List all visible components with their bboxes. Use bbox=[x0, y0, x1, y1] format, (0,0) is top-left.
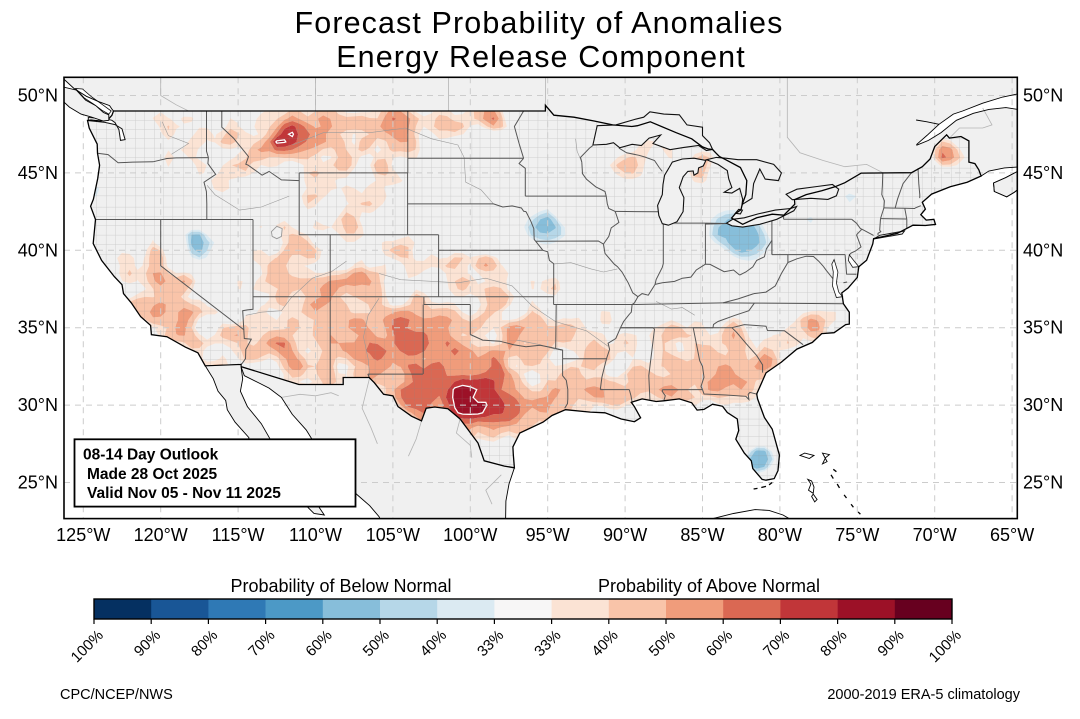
svg-text:75°W: 75°W bbox=[835, 525, 879, 545]
svg-text:08-14 Day Outlook: 08-14 Day Outlook bbox=[83, 447, 219, 464]
svg-text:25°N: 25°N bbox=[1023, 473, 1063, 493]
svg-text:2000-2019 ERA-5 climatology: 2000-2019 ERA-5 climatology bbox=[827, 687, 1020, 703]
svg-text:70°W: 70°W bbox=[913, 525, 957, 545]
svg-text:45°N: 45°N bbox=[1023, 163, 1063, 183]
svg-text:Energy Release Component: Energy Release Component bbox=[336, 40, 746, 74]
svg-text:25°N: 25°N bbox=[18, 473, 58, 493]
svg-text:105°W: 105°W bbox=[366, 525, 420, 545]
svg-text:Probability of Below Normal: Probability of Below Normal bbox=[230, 576, 451, 596]
svg-text:40°N: 40°N bbox=[1023, 240, 1063, 260]
svg-text:Probability of Above Normal: Probability of Above Normal bbox=[598, 576, 820, 596]
svg-text:95°W: 95°W bbox=[526, 525, 570, 545]
svg-text:80°W: 80°W bbox=[758, 525, 802, 545]
svg-text:125°W: 125°W bbox=[56, 525, 110, 545]
svg-text:40°N: 40°N bbox=[18, 240, 58, 260]
svg-text:100°W: 100°W bbox=[443, 525, 497, 545]
svg-text:50°N: 50°N bbox=[18, 86, 58, 106]
svg-text:30°N: 30°N bbox=[1023, 395, 1063, 415]
svg-text:45°N: 45°N bbox=[18, 163, 58, 183]
svg-text:110°W: 110°W bbox=[289, 525, 342, 545]
svg-text:35°N: 35°N bbox=[1023, 318, 1063, 338]
svg-text:Valid Nov 05 - Nov 11 2025: Valid Nov 05 - Nov 11 2025 bbox=[87, 485, 281, 502]
svg-text:65°W: 65°W bbox=[990, 525, 1034, 545]
svg-text:CPC/NCEP/NWS: CPC/NCEP/NWS bbox=[60, 687, 173, 703]
svg-text:35°N: 35°N bbox=[18, 318, 58, 338]
svg-text:90°W: 90°W bbox=[603, 525, 647, 545]
svg-text:Made 28 Oct 2025: Made 28 Oct 2025 bbox=[87, 466, 217, 483]
svg-text:85°W: 85°W bbox=[680, 525, 724, 545]
svg-text:30°N: 30°N bbox=[18, 395, 58, 415]
svg-text:115°W: 115°W bbox=[212, 525, 265, 545]
svg-text:Forecast Probability of Anomal: Forecast Probability of Anomalies bbox=[295, 6, 784, 40]
svg-text:50°N: 50°N bbox=[1023, 86, 1063, 106]
svg-text:120°W: 120°W bbox=[134, 525, 188, 545]
